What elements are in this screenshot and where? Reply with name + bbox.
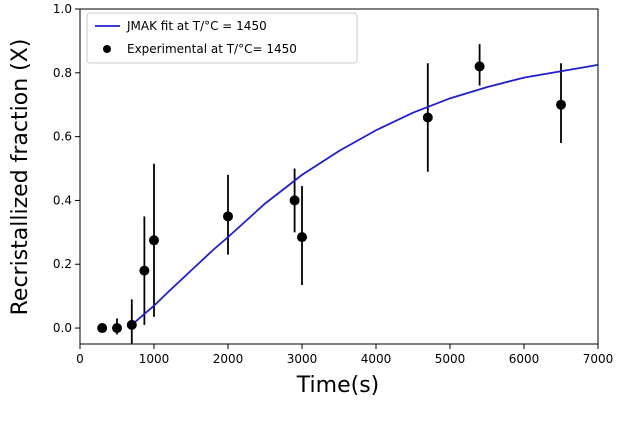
data-point — [474, 61, 485, 72]
plot-area — [79, 8, 599, 345]
data-point — [223, 211, 233, 222]
y-tick-label: 0.8 — [53, 66, 72, 80]
y-tick-label: 0.2 — [53, 257, 72, 271]
data-point — [289, 195, 300, 206]
fit-line — [127, 63, 599, 329]
x-tick-label: 5000 — [435, 352, 466, 366]
data-point — [112, 323, 122, 334]
legend-frame — [86, 12, 358, 64]
y-axis-label: Recristallized fraction (X) — [8, 39, 33, 316]
y-ticks: 0.0 0.2 0.4 0.6 0.8 1.0 — [53, 2, 80, 335]
data-point — [556, 99, 566, 110]
legend-fit-label: JMAK fit at T/°C = 1450 — [126, 19, 267, 33]
x-ticks: 0 1000 2000 3000 4000 5000 6000 7000 — [76, 344, 613, 366]
legend: JMAK fit at T/°C = 1450 Experimental at … — [86, 12, 358, 64]
x-tick-label: 7000 — [583, 352, 614, 366]
y-tick-label: 0.6 — [53, 130, 72, 144]
x-tick-label: 1000 — [139, 352, 170, 366]
legend-experimental-label: Experimental at T/°C= 1450 — [127, 42, 297, 56]
x-tick-label: 2000 — [213, 352, 244, 366]
legend-experimental-swatch — [103, 45, 111, 53]
data-point — [422, 112, 433, 123]
data-point — [97, 323, 108, 334]
x-tick-label: 4000 — [361, 352, 392, 366]
y-tick-label: 1.0 — [53, 2, 72, 16]
data-point — [297, 232, 307, 243]
data-point — [149, 235, 159, 246]
x-axis-label: Time(s) — [296, 373, 379, 398]
x-tick-label: 3000 — [287, 352, 318, 366]
data-point — [139, 265, 150, 276]
y-tick-label: 0.4 — [53, 193, 72, 207]
x-tick-label: 0 — [76, 352, 84, 366]
x-tick-label: 6000 — [509, 352, 540, 366]
y-tick-label: 0.0 — [53, 321, 72, 335]
data-point — [126, 319, 137, 330]
data-points — [97, 61, 566, 334]
